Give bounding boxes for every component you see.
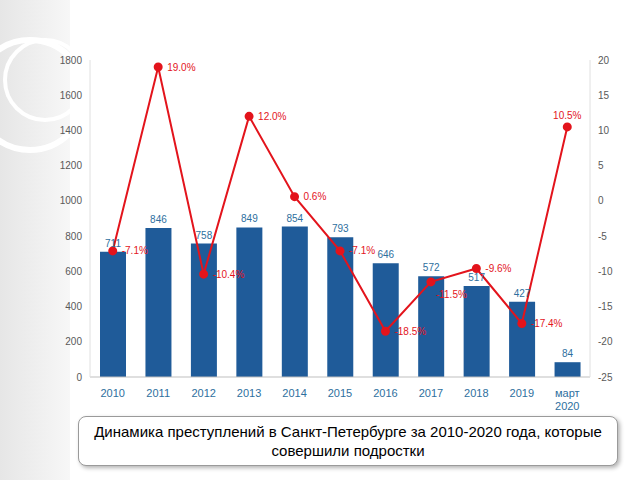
svg-text:1400: 1400 (60, 125, 83, 136)
svg-text:19.0%: 19.0% (167, 62, 195, 73)
svg-text:1600: 1600 (60, 90, 83, 101)
svg-text:572: 572 (423, 262, 440, 273)
svg-text:12.0%: 12.0% (258, 111, 286, 122)
svg-text:0.6%: 0.6% (304, 191, 327, 202)
svg-text:793: 793 (332, 223, 349, 234)
svg-text:1000: 1000 (60, 195, 83, 206)
svg-text:84: 84 (562, 348, 574, 359)
svg-text:20: 20 (598, 55, 610, 66)
svg-text:400: 400 (65, 301, 82, 312)
svg-text:-11.5%: -11.5% (436, 289, 467, 300)
svg-text:646: 646 (377, 249, 394, 260)
svg-text:854: 854 (286, 213, 303, 224)
svg-text:-9.6%: -9.6% (485, 263, 511, 274)
svg-text:2019: 2019 (510, 387, 534, 399)
svg-text:-20: -20 (598, 336, 613, 347)
svg-text:2013: 2013 (237, 387, 261, 399)
svg-text:846: 846 (150, 214, 167, 225)
svg-text:2015: 2015 (328, 387, 352, 399)
svg-text:1200: 1200 (60, 160, 83, 171)
svg-text:-5: -5 (598, 231, 607, 242)
svg-text:-25: -25 (598, 372, 613, 383)
svg-text:-7.1%: -7.1% (349, 245, 375, 256)
svg-text:-10: -10 (598, 266, 613, 277)
svg-text:2017: 2017 (419, 387, 443, 399)
svg-text:600: 600 (65, 266, 82, 277)
svg-text:-10.4%: -10.4% (213, 269, 245, 280)
svg-text:758: 758 (196, 230, 213, 241)
svg-text:517: 517 (468, 272, 485, 283)
svg-text:-17.4%: -17.4% (531, 318, 563, 329)
svg-text:800: 800 (65, 231, 82, 242)
svg-text:-15: -15 (598, 301, 613, 312)
svg-text:2010: 2010 (100, 387, 124, 399)
svg-text:5: 5 (598, 160, 604, 171)
svg-text:200: 200 (65, 336, 82, 347)
svg-text:2012: 2012 (191, 387, 215, 399)
svg-text:-18.5%: -18.5% (394, 326, 426, 337)
svg-text:10: 10 (598, 125, 610, 136)
svg-text:10.5%: 10.5% (553, 110, 581, 121)
svg-text:1800: 1800 (60, 55, 83, 66)
svg-text:2014: 2014 (282, 387, 306, 399)
svg-text:-7.1%: -7.1% (122, 245, 148, 256)
svg-text:427: 427 (514, 288, 531, 299)
svg-text:2016: 2016 (373, 387, 397, 399)
svg-text:711: 711 (105, 238, 121, 249)
svg-text:2018: 2018 (464, 387, 488, 399)
svg-text:0: 0 (598, 195, 604, 206)
svg-text:2011: 2011 (146, 387, 170, 399)
svg-text:849: 849 (241, 213, 258, 224)
svg-text:март2020: март2020 (555, 387, 580, 412)
svg-text:0: 0 (76, 372, 82, 383)
svg-text:15: 15 (598, 90, 610, 101)
html-text:Динамика преступлений в Санкт-: Динамика преступлений в Санкт-Петербурге… (94, 423, 602, 459)
